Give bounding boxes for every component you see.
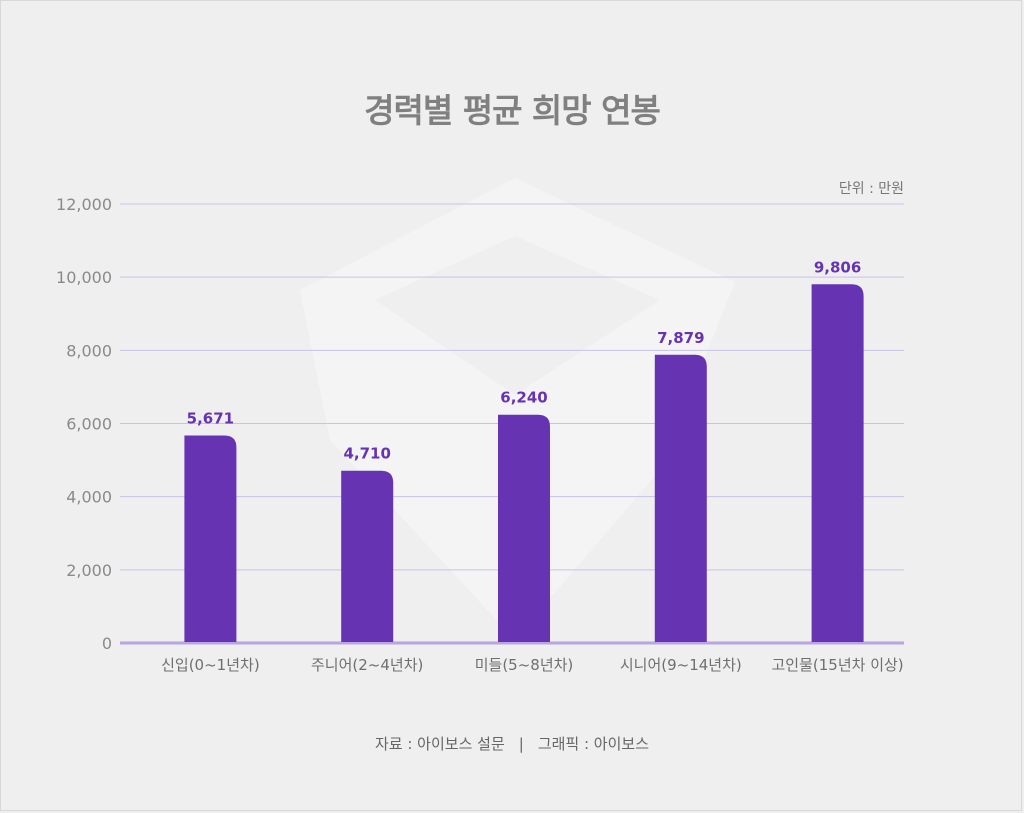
source-text: 자료 : 아이보스 설문 <box>374 735 505 753</box>
data-label: 9,806 <box>814 258 861 276</box>
data-label: 6,240 <box>500 389 547 407</box>
bar <box>341 470 394 642</box>
y-tick-label: 10,000 <box>56 268 112 287</box>
bar <box>184 435 237 642</box>
unit-label: 단위 : 만원 <box>838 181 904 197</box>
bar <box>811 284 864 642</box>
data-label: 4,710 <box>343 445 390 463</box>
bar <box>654 354 707 642</box>
y-tick-label: 2,000 <box>66 561 112 580</box>
x-category-label: 시니어(9~14년차) <box>620 656 742 674</box>
data-label: 7,879 <box>657 329 704 347</box>
y-tick-label: 4,000 <box>66 488 112 507</box>
bar <box>498 414 550 642</box>
y-tick-label: 8,000 <box>66 341 112 360</box>
x-category-label: 주니어(2~4년차) <box>311 656 423 674</box>
x-category-label: 신입(0~1년차) <box>161 656 260 674</box>
y-tick-label: 12,000 <box>56 195 112 214</box>
watermark-logo <box>300 178 735 640</box>
chart-title: 경력별 평균 희망 연봉 <box>364 91 661 130</box>
graphic-credit: 그래픽 : 아이보스 <box>537 735 650 753</box>
footer-separator: | <box>518 735 524 753</box>
source-line: 자료 : 아이보스 설문 | 그래픽 : 아이보스 <box>0 733 1024 754</box>
x-category-label: 고인물(15년차 이상) <box>772 656 904 674</box>
x-category-label: 미들(5~8년차) <box>475 656 574 674</box>
y-tick-label: 6,000 <box>66 415 112 434</box>
y-tick-label: 0 <box>102 634 112 653</box>
data-label: 5,671 <box>187 410 234 428</box>
